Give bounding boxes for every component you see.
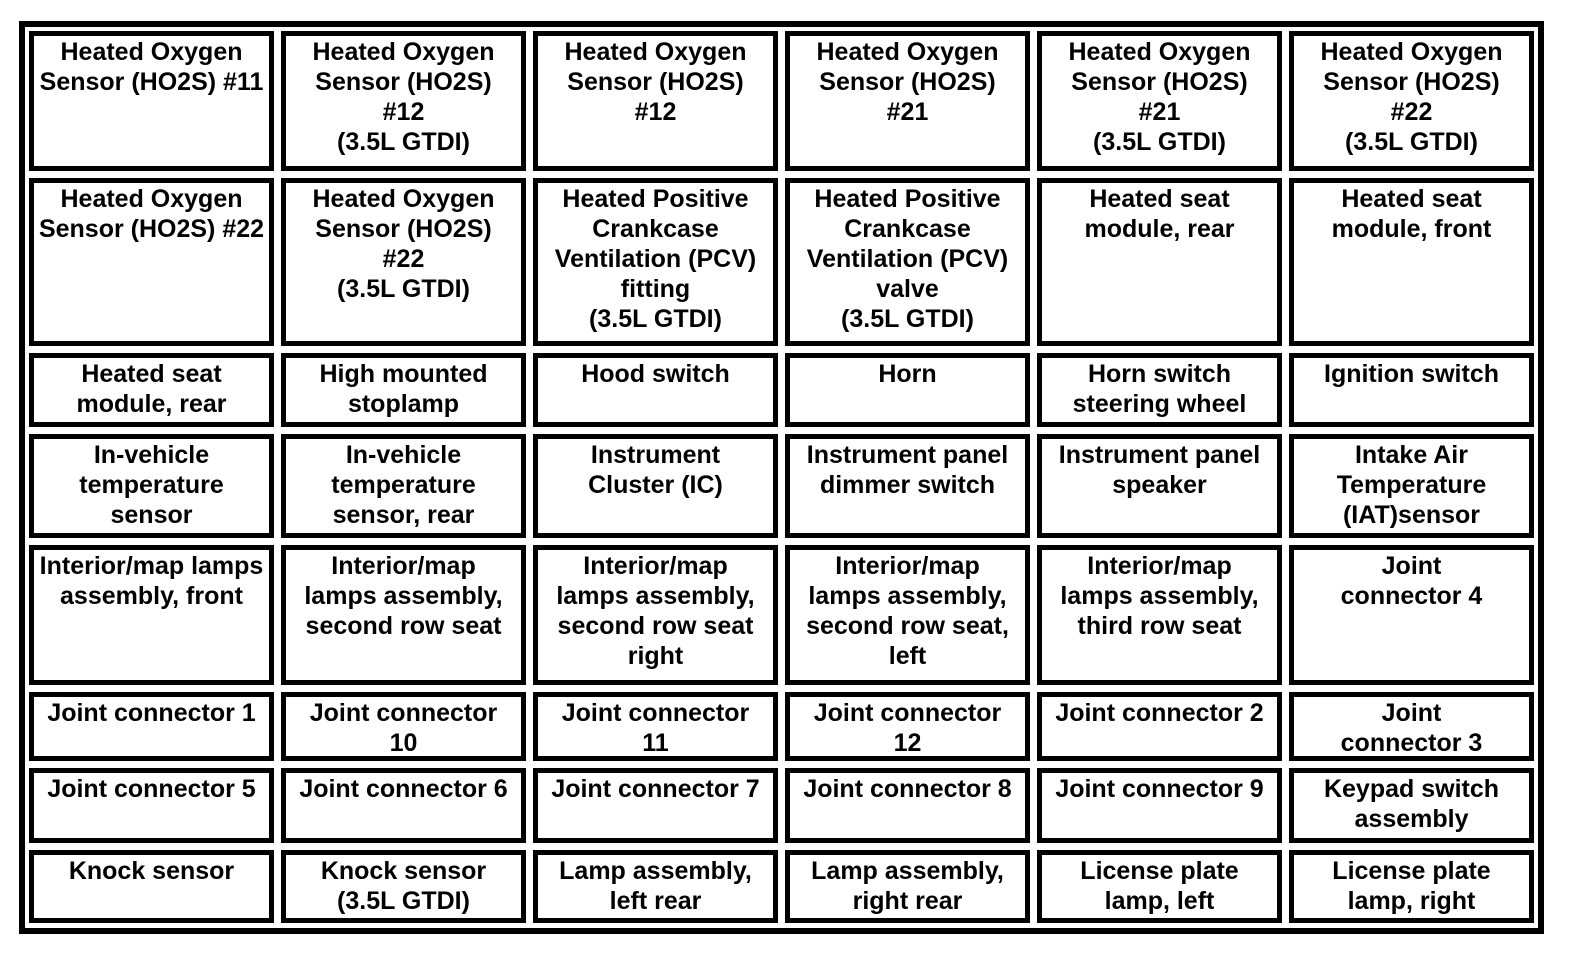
table-cell: Joint connector 9 xyxy=(1037,768,1282,843)
table-cell: Knock sensor xyxy=(29,850,274,923)
table-cell: Joint connector 6 xyxy=(281,768,526,843)
table-row: Knock sensor Knock sensor (3.5L GTDI) La… xyxy=(29,850,1534,923)
table-cell: Heated Oxygen Sensor (HO2S) #12 xyxy=(533,31,778,171)
table-cell: Interior/map lamps assembly, second row … xyxy=(785,545,1030,685)
table-row: In-vehicle temperature sensor In-vehicle… xyxy=(29,434,1534,538)
table-cell: Interior/map lamps assembly, third row s… xyxy=(1037,545,1282,685)
table-cell: Intake Air Temperature (IAT)sensor xyxy=(1289,434,1534,538)
table-cell: Heated Positive Crankcase Ventilation (P… xyxy=(533,178,778,346)
table-cell: Joint connector 1 xyxy=(29,692,274,761)
table-cell: Interior/map lamps assembly, second row … xyxy=(281,545,526,685)
table-cell: Heated Positive Crankcase Ventilation (P… xyxy=(785,178,1030,346)
table-cell: Joint connector 5 xyxy=(29,768,274,843)
table-cell: Heated Oxygen Sensor (HO2S) #21 (3.5L GT… xyxy=(1037,31,1282,171)
table-cell: Horn xyxy=(785,353,1030,427)
table-cell: Joint connector 8 xyxy=(785,768,1030,843)
table-cell: Joint connector 2 xyxy=(1037,692,1282,761)
table-cell: Joint connector 4 xyxy=(1289,545,1534,685)
table-cell: Joint connector 10 xyxy=(281,692,526,761)
table-cell: In-vehicle temperature sensor xyxy=(29,434,274,538)
table-cell: Heated Oxygen Sensor (HO2S) #21 xyxy=(785,31,1030,171)
table-cell: Lamp assembly, right rear xyxy=(785,850,1030,923)
component-index-table: Heated Oxygen Sensor (HO2S) #11 Heated O… xyxy=(19,21,1544,934)
table-cell: Instrument Cluster (IC) xyxy=(533,434,778,538)
table-cell: Horn switch steering wheel xyxy=(1037,353,1282,427)
table-row: Heated Oxygen Sensor (HO2S) #22 Heated O… xyxy=(29,178,1534,346)
table-cell: Keypad switch assembly xyxy=(1289,768,1534,843)
table-cell: Heated Oxygen Sensor (HO2S) #22 (3.5L GT… xyxy=(281,178,526,346)
table-cell: License plate lamp, right xyxy=(1289,850,1534,923)
table-cell: Interior/map lamps assembly, front xyxy=(29,545,274,685)
table-row: Joint connector 1 Joint connector 10 Joi… xyxy=(29,692,1534,761)
table-cell: Instrument panel speaker xyxy=(1037,434,1282,538)
table-cell: Heated Oxygen Sensor (HO2S) #11 xyxy=(29,31,274,171)
table-cell: License plate lamp, left xyxy=(1037,850,1282,923)
table-cell: Instrument panel dimmer switch xyxy=(785,434,1030,538)
table-cell: Joint connector 12 xyxy=(785,692,1030,761)
table-cell: Interior/map lamps assembly, second row … xyxy=(533,545,778,685)
table-cell: Heated seat module, front xyxy=(1289,178,1534,346)
table-cell: Joint connector 3 xyxy=(1289,692,1534,761)
table-cell: Lamp assembly, left rear xyxy=(533,850,778,923)
table-row: Joint connector 5 Joint connector 6 Join… xyxy=(29,768,1534,843)
table-cell: Heated Oxygen Sensor (HO2S) #22 (3.5L GT… xyxy=(1289,31,1534,171)
table-cell: Heated seat module, rear xyxy=(29,353,274,427)
table-cell: Hood switch xyxy=(533,353,778,427)
table-cell: Ignition switch xyxy=(1289,353,1534,427)
table-row: Interior/map lamps assembly, front Inter… xyxy=(29,545,1534,685)
table-cell: In-vehicle temperature sensor, rear xyxy=(281,434,526,538)
table-cell: High mounted stoplamp xyxy=(281,353,526,427)
table-row: Heated Oxygen Sensor (HO2S) #11 Heated O… xyxy=(29,31,1534,171)
table-cell: Knock sensor (3.5L GTDI) xyxy=(281,850,526,923)
table-cell: Joint connector 7 xyxy=(533,768,778,843)
table-cell: Heated seat module, rear xyxy=(1037,178,1282,346)
table-cell: Heated Oxygen Sensor (HO2S) #22 xyxy=(29,178,274,346)
table-cell: Joint connector 11 xyxy=(533,692,778,761)
table-cell: Heated Oxygen Sensor (HO2S) #12 (3.5L GT… xyxy=(281,31,526,171)
table-row: Heated seat module, rear High mounted st… xyxy=(29,353,1534,427)
